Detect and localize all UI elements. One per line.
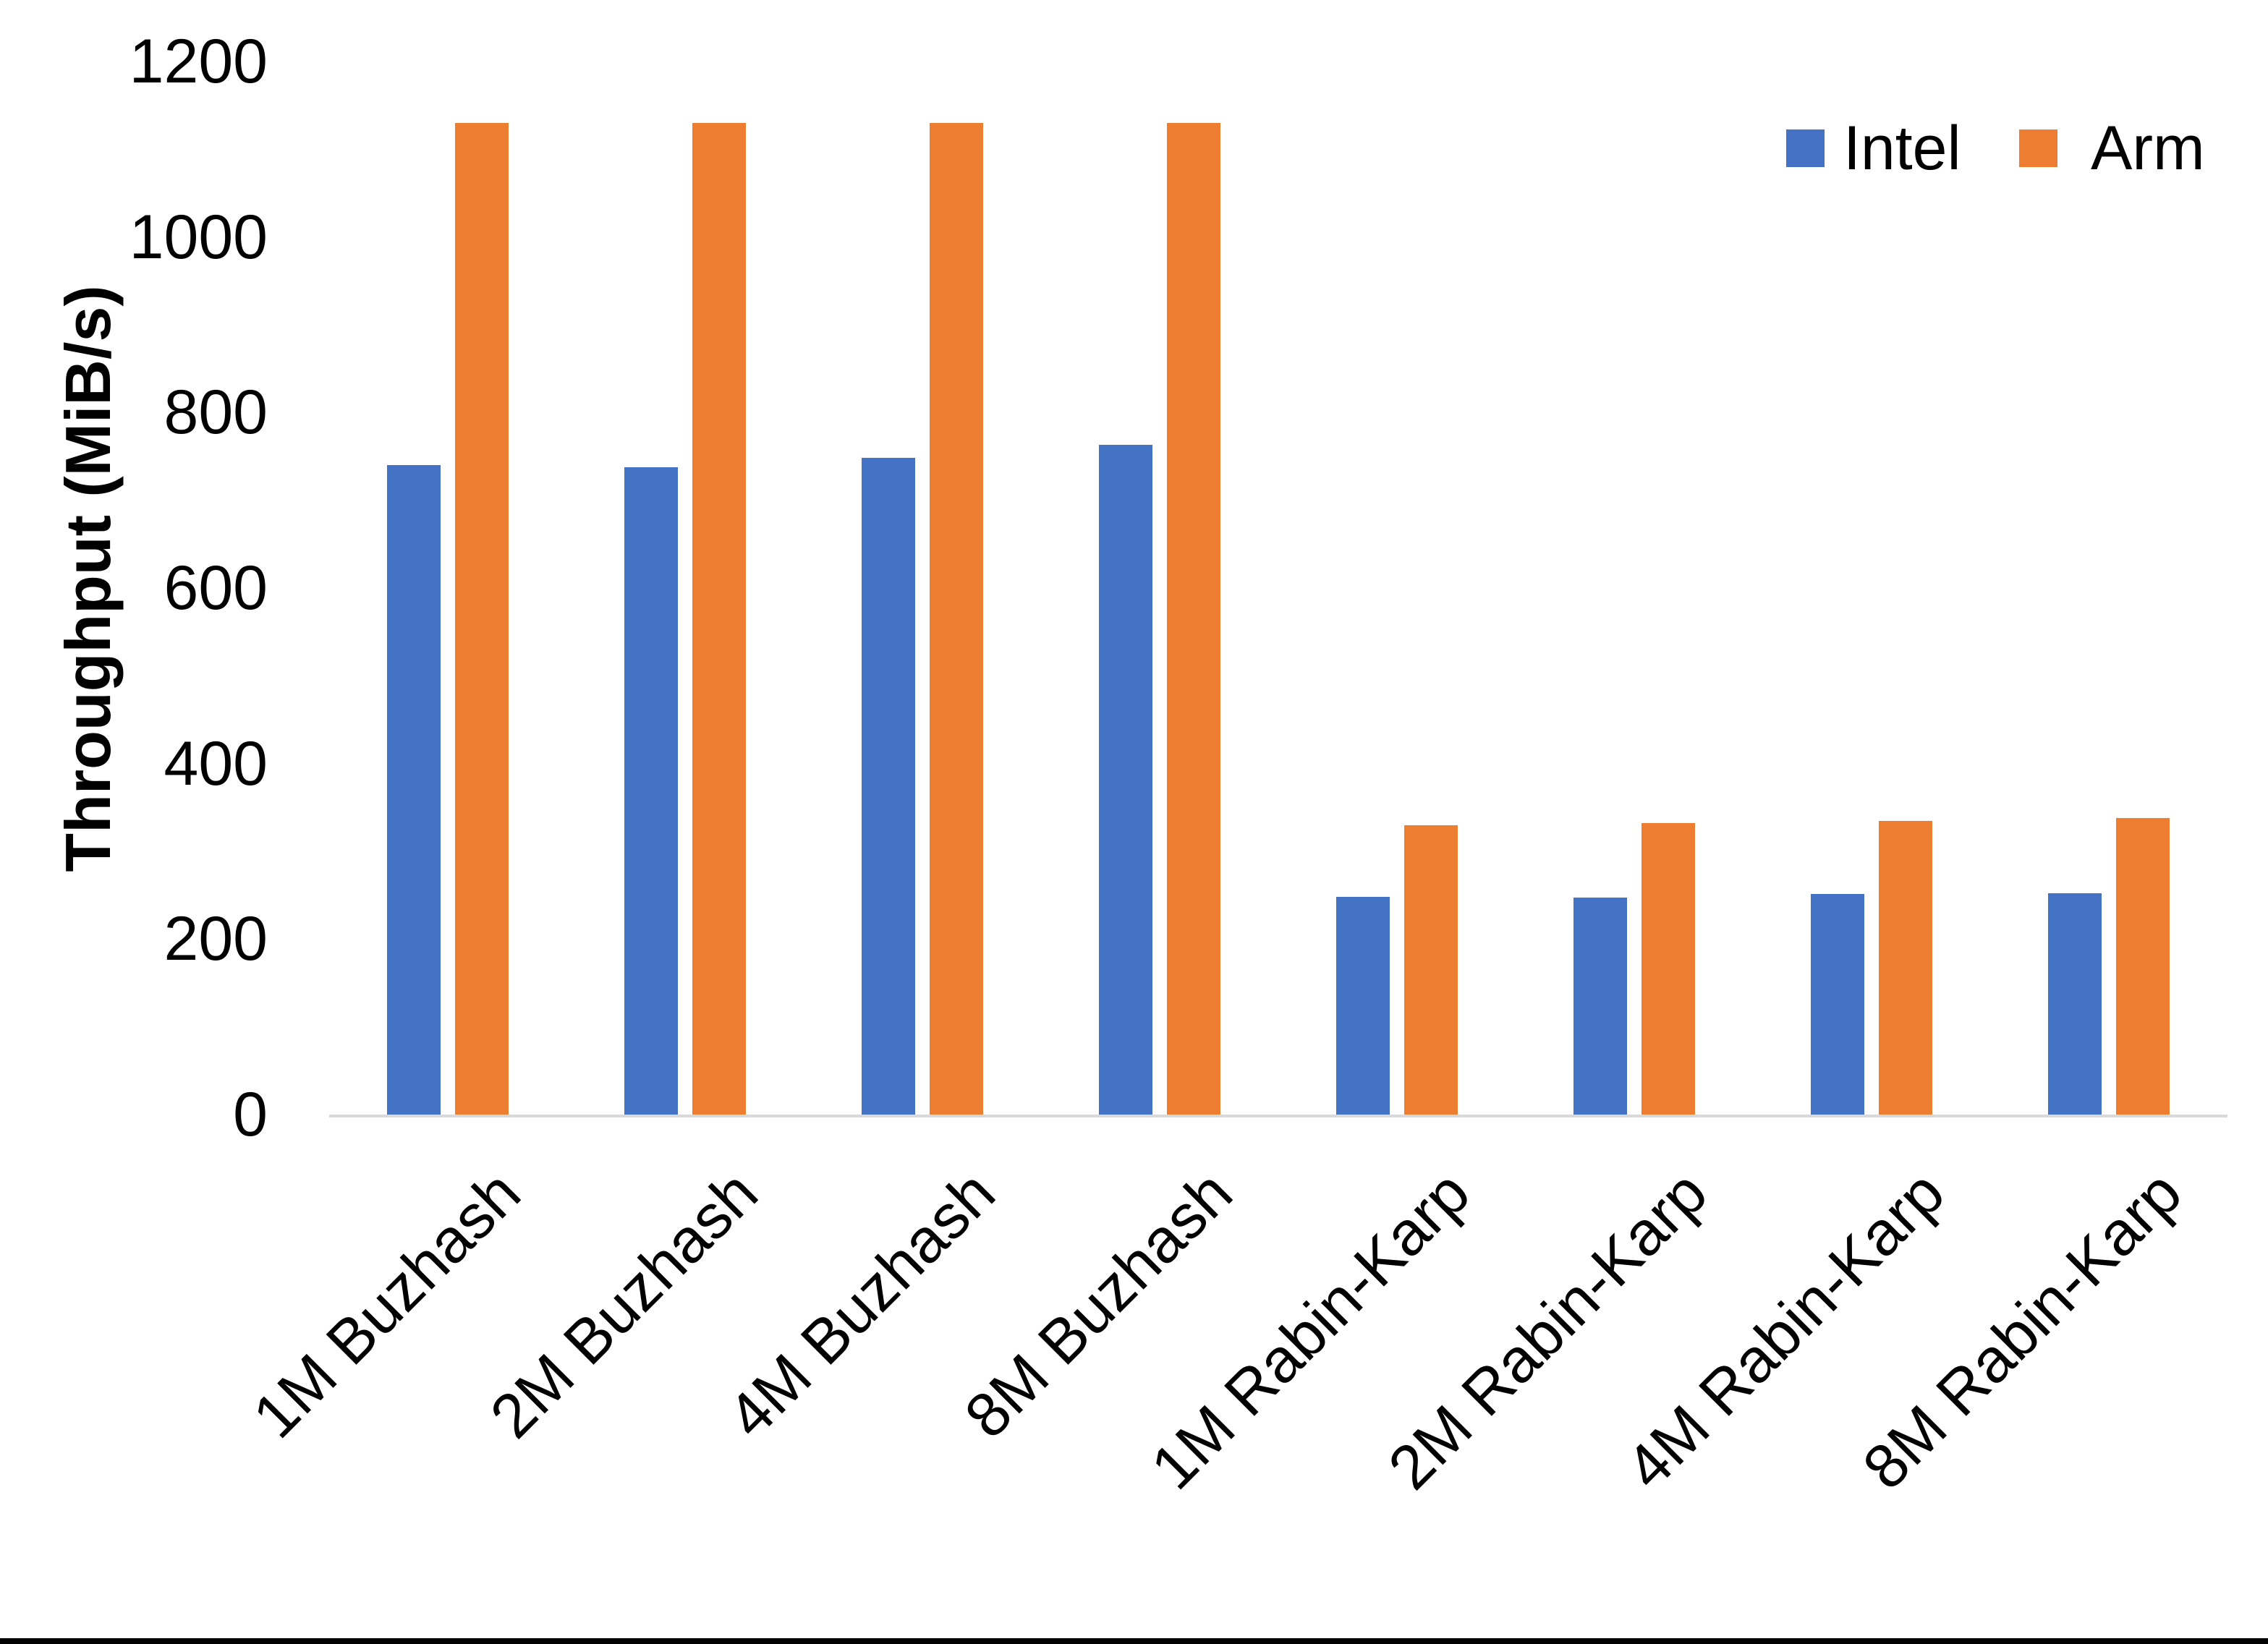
bar-intel-4m-rabin-karp <box>1811 894 1864 1115</box>
y-tick-label-400: 400 <box>163 728 268 798</box>
legend-swatch-arm <box>2019 129 2057 167</box>
bar-arm-2m-rabin-karp <box>1641 823 1695 1115</box>
bar-arm-4m-buzhash <box>930 122 983 1115</box>
bar-arm-8m-buzhash <box>1167 122 1220 1115</box>
legend-swatch-intel <box>1786 129 1825 167</box>
bar-intel-1m-rabin-karp <box>1336 897 1390 1115</box>
y-tick-label-0: 0 <box>233 1080 268 1149</box>
legend-label-intel: Intel <box>1843 114 1961 183</box>
bar-arm-4m-rabin-karp <box>1879 820 1932 1115</box>
bar-intel-4m-buzhash <box>862 458 915 1115</box>
bar-intel-1m-buzhash <box>387 465 441 1115</box>
bar-intel-8m-rabin-karp <box>2048 893 2102 1115</box>
y-tick-label-200: 200 <box>163 904 268 974</box>
y-tick-label-800: 800 <box>163 378 268 448</box>
y-tick-label-1000: 1000 <box>129 202 268 272</box>
bar-intel-8m-buzhash <box>1099 445 1152 1115</box>
y-tick-label-600: 600 <box>163 553 268 623</box>
bar-arm-1m-buzhash <box>455 122 509 1115</box>
bar-arm-2m-buzhash <box>692 122 746 1115</box>
bar-arm-8m-rabin-karp <box>2116 817 2170 1115</box>
bar-arm-1m-rabin-karp <box>1404 825 1458 1115</box>
legend-label-arm: Arm <box>2091 114 2205 183</box>
y-tick-label-1200: 1200 <box>129 27 268 96</box>
x-axis-line <box>329 1115 2227 1117</box>
bottom-border <box>0 1638 2268 1644</box>
bar-intel-2m-buzhash <box>624 467 678 1115</box>
bar-intel-2m-rabin-karp <box>1573 898 1627 1115</box>
